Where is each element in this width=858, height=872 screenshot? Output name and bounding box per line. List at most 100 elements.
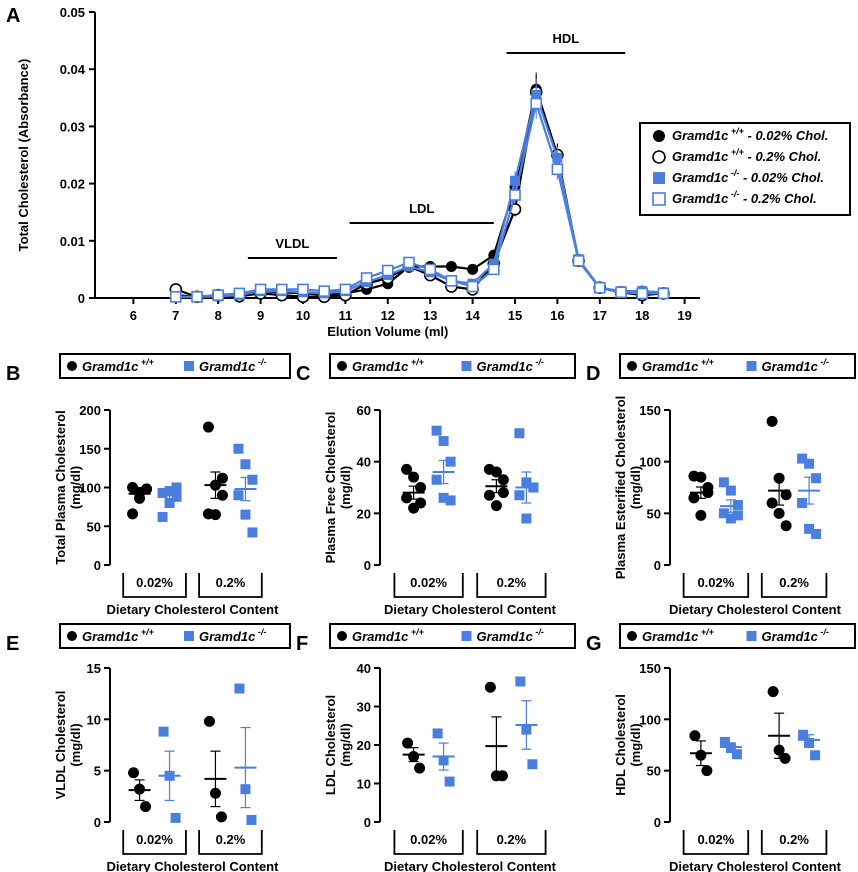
data-point (381, 264, 394, 277)
legend-marker (653, 130, 665, 142)
legend-marker (652, 150, 666, 164)
data-point-wt (128, 767, 140, 779)
y-tick-label: 60 (357, 403, 371, 418)
group-label: 0.02% (697, 575, 734, 590)
data-point-wt (415, 497, 427, 509)
data-point (466, 280, 479, 293)
data-point-ko (246, 814, 257, 825)
data-point-ko (171, 482, 182, 493)
data-point-wt (779, 752, 791, 764)
y-axis-unit: (mg/dl) (338, 466, 353, 509)
data-point-ko (234, 683, 245, 694)
panel-letter-e: E (6, 633, 19, 655)
legend-genotype-sup: +/+ (408, 357, 424, 367)
data-point-wt (408, 471, 420, 483)
y-tick-label: 0.05 (60, 5, 85, 20)
legend-genotype: Gramd1c +/+ Gramd1c -/- (59, 353, 291, 379)
panel-b-total-plasma-cholesterol: B Gramd1c +/+ Gramd1c -/-050100150200Total… (6, 353, 291, 617)
legend-marker-ko (184, 631, 194, 641)
y-tick-label: 20 (357, 506, 371, 521)
data-point-wt (688, 492, 700, 504)
data-point-ko (164, 498, 175, 508)
legend-genotype-sup: -/- (255, 357, 266, 367)
group-label: 0.2% (216, 575, 246, 590)
data-point (510, 175, 520, 186)
data-point (254, 283, 267, 296)
data-point-wt (202, 421, 214, 433)
y-tick-label: 50 (87, 519, 101, 534)
data-point-ko (804, 458, 815, 469)
data-point-ko (514, 428, 525, 439)
legend-gene: Gramd1c (672, 170, 729, 185)
y-tick-label: 0 (364, 558, 371, 573)
group-bracket (760, 830, 828, 855)
data-point-ko (171, 491, 182, 502)
data-point-wt (401, 463, 413, 475)
y-tick-label: 100 (79, 481, 101, 496)
legend-gene: Gramd1c (352, 629, 409, 644)
data-point (170, 291, 182, 303)
x-tick-label: 14 (465, 308, 480, 323)
legend-genotype-sup: -/- (255, 627, 266, 637)
data-point-ko (438, 436, 449, 446)
legend-marker-wt (67, 631, 77, 641)
y-tick-label: 0.04 (60, 62, 86, 77)
legend-box (619, 623, 856, 649)
data-point-wt (216, 472, 228, 484)
data-point-ko (811, 473, 822, 484)
legend-marker-ko (461, 361, 472, 371)
x-axis-title: Dietary Cholesterol Content (669, 602, 842, 617)
y-tick-label: 50 (647, 506, 661, 521)
legend-gene: Gramd1c (199, 359, 256, 374)
x-tick-label: 10 (296, 308, 310, 323)
data-point-wt (127, 508, 139, 520)
data-point-wt (209, 509, 221, 521)
legend-genotype-sup: -/- (533, 627, 544, 637)
data-point-ko (797, 498, 808, 508)
y-tick-label: 200 (79, 403, 101, 418)
legend-marker-ko (184, 361, 194, 371)
legend-genotype-sup: +/+ (698, 357, 714, 367)
y-tick-label: 40 (357, 661, 371, 676)
y-tick-label: 0 (78, 291, 85, 306)
group-label: 0.02% (136, 575, 173, 590)
data-point (297, 283, 309, 296)
data-point (657, 287, 670, 300)
y-axis-unit: (mg/dl) (628, 723, 643, 766)
data-point-ko (797, 453, 808, 464)
y-axis-title: Plasma Esterified Cholesterol (613, 396, 628, 580)
series-3 (170, 78, 669, 302)
legend-box (619, 353, 856, 379)
data-point-ko (240, 509, 251, 520)
data-point-wt (780, 489, 792, 501)
data-point (191, 291, 203, 303)
legend-genotype: Gramd1c +/+ Gramd1c -/- (619, 353, 856, 379)
data-point-ko (158, 726, 169, 737)
data-point (509, 189, 521, 201)
region-label-ldl: LDL (409, 201, 434, 216)
panel-letter-f: F (296, 633, 308, 655)
legend-box (329, 353, 576, 379)
y-tick-label: 30 (357, 700, 371, 715)
x-tick-label: 13 (423, 308, 437, 323)
x-tick-label: 11 (339, 308, 353, 323)
x-axis-title: Dietary Cholesterol Content (384, 859, 557, 872)
data-point-ko (431, 474, 442, 485)
data-point-wt (766, 415, 778, 427)
data-point-wt (216, 489, 228, 501)
data-point-ko (719, 736, 730, 747)
x-axis-title: Dietary Cholesterol Content (107, 602, 280, 617)
data-point-wt (767, 686, 779, 698)
data-point-ko (810, 750, 821, 761)
x-tick-label: 7 (172, 308, 179, 323)
legend-box (59, 353, 291, 379)
group-bracket (760, 573, 828, 598)
data-point (275, 283, 288, 296)
panel-a-elution-profile: A 0 0.01 0.02 0.03 0.04 0.05 6 7 8 9 10 11 12 13 14 15 16… (6, 5, 851, 339)
y-tick-label: 50 (647, 764, 661, 779)
legend-gene: Gramd1c (672, 149, 729, 164)
legend-wt: Gramd1c +/+ (82, 357, 155, 374)
x-axis-title: Dietary Cholesterol Content (107, 859, 280, 872)
